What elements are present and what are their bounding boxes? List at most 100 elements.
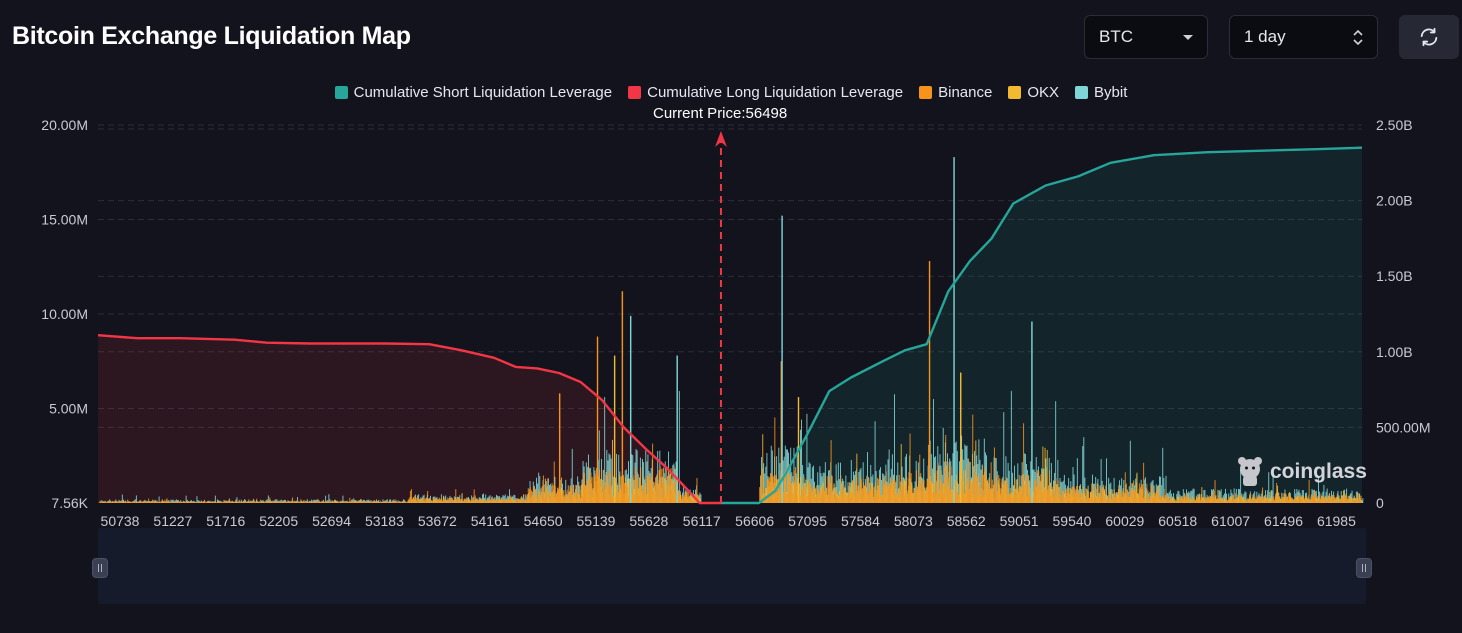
liquidation-bar bbox=[641, 485, 643, 503]
liquidation-bar bbox=[164, 499, 166, 503]
liquidation-bar bbox=[1322, 496, 1324, 503]
liquidation-bar bbox=[539, 476, 541, 503]
liquidation-bar bbox=[454, 500, 456, 503]
liquidation-bar bbox=[816, 489, 818, 503]
liquidation-bar bbox=[1115, 497, 1116, 503]
liquidation-bar bbox=[483, 493, 484, 503]
legend-item-okx[interactable]: OKX bbox=[1008, 84, 1059, 101]
liquidation-bar bbox=[880, 467, 881, 503]
liquidation-bar bbox=[1247, 498, 1248, 503]
liquidation-bar bbox=[144, 501, 146, 503]
liquidation-bar bbox=[1012, 497, 1014, 503]
range-handle-right[interactable] bbox=[1356, 558, 1372, 578]
liquidation-bar bbox=[1241, 493, 1243, 503]
liquidation-bar bbox=[840, 475, 842, 503]
legend-item-short[interactable]: Cumulative Short Liquidation Leverage bbox=[334, 84, 612, 101]
liquidation-bar bbox=[823, 487, 824, 503]
liquidation-bar bbox=[253, 498, 254, 503]
liquidation-bar bbox=[1145, 498, 1147, 503]
liquidation-bar bbox=[261, 500, 263, 503]
liquidation-bar bbox=[179, 501, 181, 503]
interval-select[interactable]: 1 day bbox=[1229, 15, 1378, 59]
liquidation-bar bbox=[221, 501, 223, 503]
liquidation-bar bbox=[603, 469, 605, 503]
liquidation-bar bbox=[897, 494, 899, 503]
liquidation-bar bbox=[123, 501, 125, 503]
liquidation-bar bbox=[506, 495, 508, 503]
liquidation-bar bbox=[796, 477, 798, 503]
liquidation-bar bbox=[696, 477, 698, 503]
liquidation-bar bbox=[1016, 492, 1018, 503]
liquidation-bar bbox=[904, 456, 906, 503]
liquidation-bar bbox=[523, 496, 525, 503]
liquidation-bar bbox=[544, 478, 546, 503]
liquidation-bar bbox=[1028, 481, 1030, 503]
liquidation-bar bbox=[1160, 476, 1162, 503]
liquidation-bar bbox=[1256, 491, 1258, 503]
liquidation-bar bbox=[620, 476, 622, 503]
liquidation-bar bbox=[936, 470, 938, 503]
liquidation-bar bbox=[904, 480, 905, 503]
range-handle-left[interactable] bbox=[92, 558, 108, 578]
liquidation-bar bbox=[1159, 495, 1161, 503]
asset-select[interactable]: BTC bbox=[1084, 15, 1208, 59]
liquidation-bar bbox=[106, 502, 107, 503]
liquidation-bar bbox=[844, 495, 846, 503]
liquidation-bar bbox=[815, 496, 817, 503]
liquidation-bar bbox=[363, 500, 365, 503]
liquidation-bar bbox=[1093, 491, 1095, 503]
liquidation-bar bbox=[299, 502, 301, 503]
liquidation-bar bbox=[350, 501, 352, 503]
liquidation-bar bbox=[843, 485, 845, 503]
liquidation-bar bbox=[121, 500, 123, 503]
liquidation-bar bbox=[311, 502, 313, 503]
bar-layer bbox=[98, 157, 1364, 503]
liquidation-bar bbox=[786, 493, 788, 503]
liquidation-bar bbox=[575, 484, 577, 503]
liquidation-bar bbox=[269, 497, 271, 503]
liquidation-bar bbox=[1098, 492, 1100, 503]
liquidation-bar bbox=[525, 500, 527, 503]
liquidation-bar bbox=[428, 499, 430, 503]
liquidation-bar bbox=[635, 479, 637, 503]
liquidation-bar bbox=[401, 502, 403, 503]
liquidation-bar bbox=[525, 494, 527, 503]
liquidation-bar bbox=[771, 450, 773, 503]
liquidation-bar bbox=[122, 500, 124, 503]
liquidation-bar bbox=[534, 487, 536, 503]
liquidation-bar bbox=[155, 500, 157, 503]
legend-item-bybit[interactable]: Bybit bbox=[1075, 84, 1127, 101]
liquidation-bar bbox=[1255, 499, 1257, 503]
liquidation-bar bbox=[1288, 493, 1290, 503]
liquidation-bar bbox=[788, 474, 790, 503]
liquidation-bar bbox=[561, 477, 563, 503]
liquidation-bar bbox=[373, 500, 375, 503]
liquidation-bar bbox=[440, 498, 442, 503]
liquidation-bar bbox=[999, 478, 1001, 503]
legend-item-binance[interactable]: Binance bbox=[919, 84, 992, 101]
liquidation-bar bbox=[118, 499, 120, 503]
liquidation-bar bbox=[276, 502, 278, 503]
liquidation-bar bbox=[341, 500, 343, 503]
liquidation-bar bbox=[1104, 495, 1106, 503]
liquidation-bar bbox=[441, 497, 443, 503]
liquidation-bar bbox=[389, 501, 391, 503]
liquidation-bar bbox=[948, 462, 950, 503]
liquidation-bar bbox=[418, 494, 420, 503]
legend-item-long[interactable]: Cumulative Long Liquidation Leverage bbox=[628, 84, 903, 101]
liquidation-bar bbox=[1332, 495, 1334, 503]
liquidation-bar bbox=[209, 500, 211, 503]
liquidation-chart[interactable]: 7.56K5.00M10.00M15.00M20.00M0500.00M1.00… bbox=[0, 0, 1462, 530]
liquidation-bar bbox=[846, 495, 848, 503]
liquidation-bar bbox=[257, 502, 259, 503]
liquidation-bar bbox=[1083, 493, 1085, 503]
liquidation-bar bbox=[1217, 495, 1219, 503]
liquidation-bar bbox=[945, 434, 947, 503]
refresh-button[interactable] bbox=[1399, 15, 1459, 59]
liquidation-bar bbox=[1121, 491, 1123, 503]
liquidation-bar bbox=[673, 466, 675, 503]
liquidation-bar bbox=[1292, 500, 1294, 503]
liquidation-bar bbox=[1145, 477, 1146, 503]
range-scroller[interactable] bbox=[92, 528, 1372, 604]
liquidation-bar bbox=[1018, 474, 1020, 503]
